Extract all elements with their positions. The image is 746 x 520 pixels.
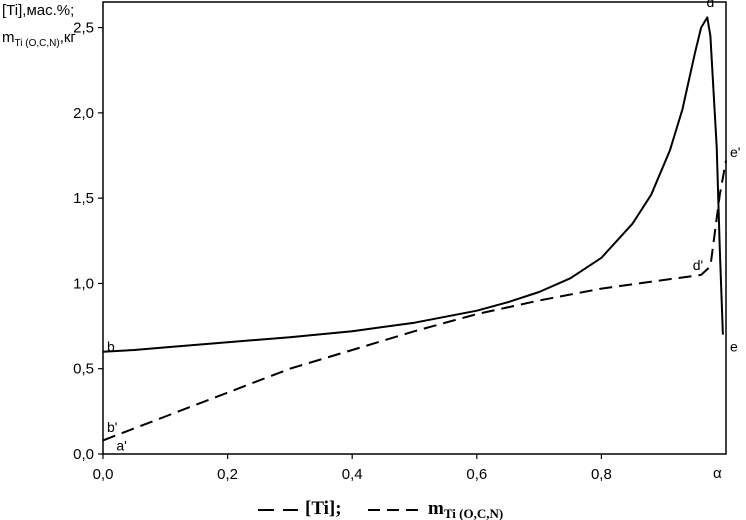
axis-ticks: 0,0 0,2 0,4 0,6 0,8 0,0 0,5 1,0 1,5 2,0 2,5 — [73, 20, 612, 483]
series-lines — [102, 16, 727, 442]
y-tick-label: 0,0 — [73, 446, 94, 463]
y-axis-label-main: m — [2, 29, 15, 46]
y-axis-label-unit: ,кг — [60, 29, 77, 46]
point-labels: b b' a' d d' e' e — [107, 0, 740, 454]
series-line-ti — [102, 16, 724, 353]
y-tick-label: 1,0 — [73, 275, 94, 292]
point-label: e — [730, 339, 738, 355]
point-label: d — [707, 0, 715, 10]
x-tick-label: 0,2 — [217, 466, 238, 483]
x-tick-label: 0,8 — [591, 466, 612, 483]
plot-frame — [102, 1, 727, 455]
x-tick-label: 0,4 — [342, 466, 363, 483]
x-tick-label: 0,6 — [466, 466, 487, 483]
y-axis-label-sub: Ti (O,C,N) — [15, 38, 60, 49]
y-tick-label: 2,5 — [73, 20, 94, 37]
legend: [Ti]; mTi (O,C,N) — [258, 498, 503, 520]
legend-solid-label: [Ti]; — [305, 498, 342, 519]
y-tick-label: 0,5 — [73, 361, 94, 378]
series-line-m — [102, 160, 727, 442]
legend-dashed-label: mTi (O,C,N) — [428, 498, 503, 520]
x-axis-label: α — [713, 465, 722, 482]
legend-dashed-sub: Ti (O,C,N) — [444, 506, 503, 520]
legend-dashed-main: m — [428, 498, 444, 519]
point-label: e' — [730, 144, 740, 160]
point-label: b — [107, 339, 115, 355]
x-tick-label: 0,0 — [93, 466, 114, 483]
y-tick-label: 2,0 — [73, 105, 94, 122]
y-axis-label-line2: mTi (O,C,N),кг — [2, 29, 76, 49]
point-label: b' — [107, 419, 117, 435]
y-tick-label: 1,5 — [73, 190, 94, 207]
y-axis-label-line1: [Ti],мас.%; — [2, 2, 74, 19]
point-label: a' — [116, 438, 126, 454]
point-label: d' — [693, 257, 703, 273]
